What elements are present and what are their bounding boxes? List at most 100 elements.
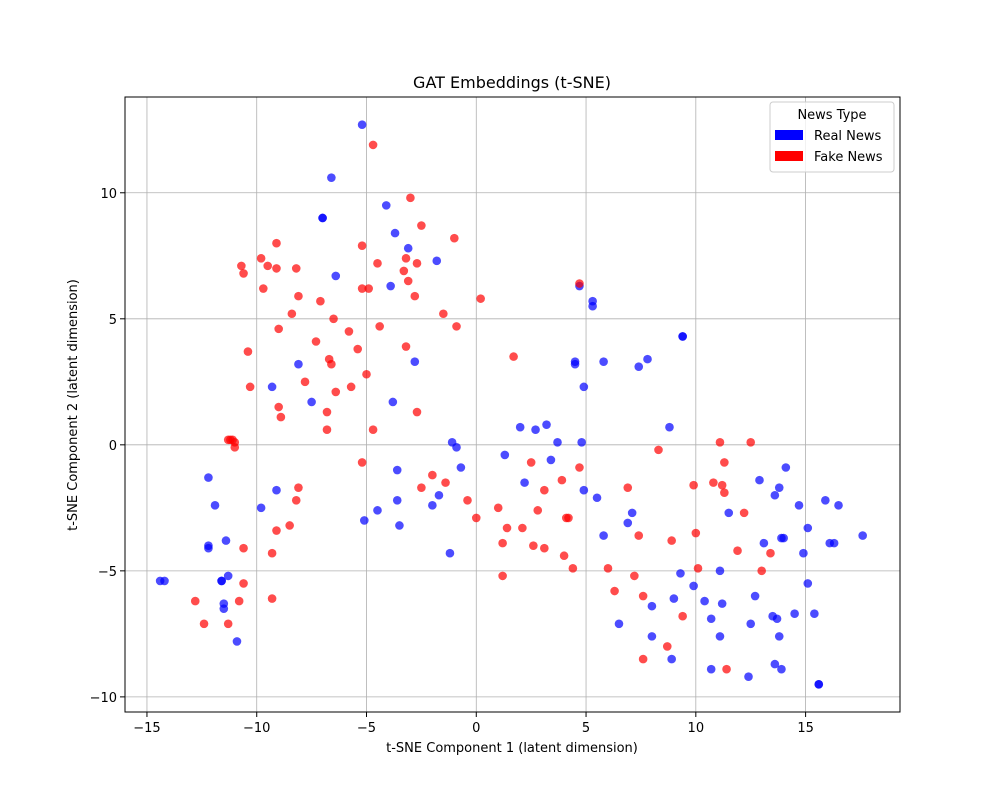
fake-news-point [439,309,448,319]
fake-news-point [533,506,543,515]
fake-news-point [417,483,426,492]
real-news-point [445,548,455,558]
fake-news-point [267,594,277,603]
y-tick-label: −10 [90,691,117,706]
real-news-point [774,483,784,492]
x-tick-label: 10 [688,721,705,736]
fake-news-point [234,596,244,606]
fake-news-point [322,425,332,435]
real-news-point [858,531,867,540]
real-news-point [614,619,624,629]
fake-news-point [529,541,538,550]
fake-news-point [623,483,633,492]
fake-news-point [373,259,382,268]
fake-news-point [331,387,341,397]
real-news-point [803,523,813,533]
real-news-point [267,382,277,392]
real-news-point [294,359,303,369]
fake-news-point [399,266,409,276]
fake-news-point [322,407,332,417]
real-news-point [647,632,657,641]
real-news-point [360,516,369,525]
fake-news-point [412,259,422,268]
fake-news-point [245,382,255,392]
fake-news-point [575,279,584,288]
fake-news-point [498,571,507,581]
fake-news-point [689,480,698,490]
real-news-point [579,382,589,392]
fake-news-point [502,523,512,533]
real-news-point [390,228,400,238]
fake-news-point [237,261,246,271]
real-news-point [579,485,589,495]
fake-news-point [498,538,507,548]
fake-news-point [353,344,363,354]
real-news-point [327,173,336,182]
fake-news-point [401,254,411,263]
real-news-point [392,495,402,505]
fake-news-point [190,596,200,606]
fake-news-point [410,291,420,301]
real-news-point [381,201,391,210]
real-news-point [678,332,687,341]
real-news-point [357,120,367,130]
real-news-point [724,508,734,518]
fake-news-point [272,526,281,535]
x-tick-label: −10 [243,721,270,736]
y-axis-label: t-SNE Component 2 (latent dimension) [66,279,81,531]
fake-news-point [518,523,527,533]
fake-news-point [638,591,648,601]
real-news-point [570,359,580,369]
fake-news-point [364,284,373,293]
real-news-point [546,455,556,465]
fake-news-point [722,664,731,674]
real-news-point [577,438,586,447]
real-news-point [750,591,760,601]
fake-news-point [287,309,297,319]
fake-news-point [463,495,472,505]
real-news-point [647,601,657,611]
fake-news-point [291,495,301,505]
real-news-point [373,506,382,515]
real-news-point [588,301,597,311]
fake-news-point [733,546,742,555]
fake-news-point [311,337,321,346]
real-news-point [676,569,685,578]
fake-news-point [557,475,567,485]
x-tick-label: 5 [582,721,590,736]
fake-news-point [526,458,536,467]
fake-news-point [362,369,371,379]
real-news-point [403,243,413,253]
real-news-point [774,632,784,641]
real-news-point [746,619,756,629]
real-news-point [717,599,727,608]
fake-news-point [509,352,518,361]
fake-news-point [357,284,367,293]
y-tick-label: 10 [100,187,117,202]
fake-news-point [634,531,644,540]
real-news-point [599,531,608,540]
fake-news-point [316,296,325,306]
fake-news-point [568,564,578,573]
fake-news-point [654,445,663,455]
real-news-point [770,659,780,669]
axis-ticks: −15 −10 −5 0 5 10 15 −10 −5 0 5 10 [90,187,814,736]
real-news-point [779,533,788,543]
fake-news-point [274,402,283,412]
legend-swatch-real-news [775,130,803,140]
fake-news-point [452,322,461,331]
fake-news-point [450,233,459,243]
real-news-point [794,501,804,510]
fake-news-point [357,241,367,251]
fake-news-point [766,548,775,558]
real-news-point [669,594,679,603]
x-tick-label: 15 [797,721,814,736]
real-news-point [599,357,608,366]
chart-title: GAT Embeddings (t-SNE) [413,73,611,92]
fake-news-point [739,508,749,518]
x-tick-label: 0 [472,721,480,736]
grid-lines [125,97,900,712]
fake-news-point [746,438,756,447]
fake-news-point [327,359,336,369]
real-news-point [814,679,824,689]
